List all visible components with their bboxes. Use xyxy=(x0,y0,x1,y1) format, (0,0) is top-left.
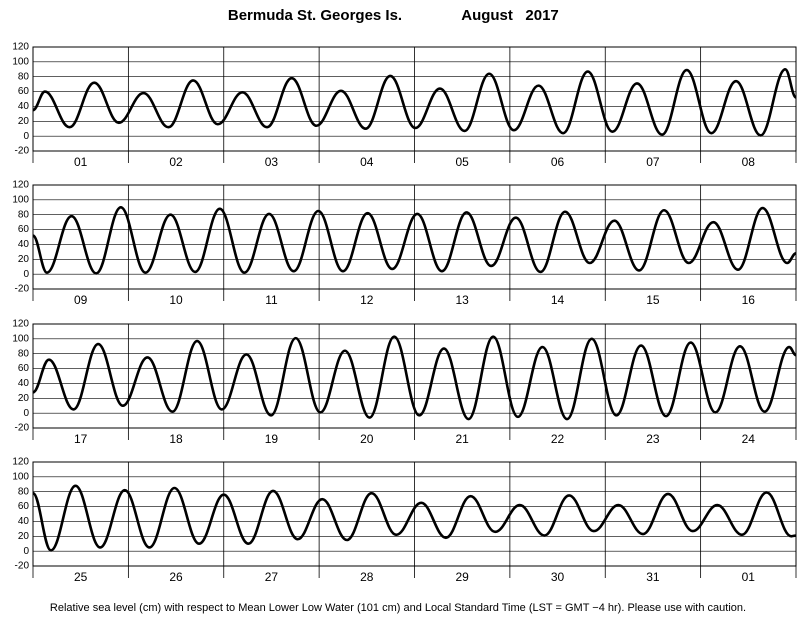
plot-frame xyxy=(32,46,797,152)
day-label: 15 xyxy=(646,293,660,307)
day-label: 01 xyxy=(74,155,88,169)
y-tick-label: 80 xyxy=(18,348,30,359)
y-tick-label: 100 xyxy=(12,333,29,344)
y-tick-label: 20 xyxy=(18,116,30,127)
y-tick-label: -20 xyxy=(15,423,30,434)
y-tick-label: 0 xyxy=(23,131,29,142)
day-label: 29 xyxy=(456,570,470,584)
tide-line xyxy=(32,335,797,421)
y-tick-label: 20 xyxy=(18,254,30,265)
plot-frame xyxy=(32,461,797,567)
day-label: 08 xyxy=(742,155,756,169)
y-tick-label: 40 xyxy=(18,101,30,112)
plot-frame xyxy=(32,184,797,290)
day-label: 10 xyxy=(169,293,183,307)
day-label: 05 xyxy=(456,155,470,169)
y-tick-label: -20 xyxy=(15,146,30,157)
y-tick-label: 20 xyxy=(18,531,30,542)
day-label: 18 xyxy=(169,432,183,446)
day-label: 31 xyxy=(646,570,660,584)
y-tick-label: -20 xyxy=(15,284,30,295)
day-label: 30 xyxy=(551,570,565,584)
day-label: 09 xyxy=(74,293,88,307)
y-tick-label: 120 xyxy=(12,319,29,330)
day-label: 16 xyxy=(742,293,756,307)
y-tick-label: 80 xyxy=(18,486,30,497)
day-label: 03 xyxy=(265,155,279,169)
y-tick-label: 40 xyxy=(18,378,30,389)
footnote: Relative sea level (cm) with respect to … xyxy=(50,602,746,614)
day-label: 06 xyxy=(551,155,565,169)
y-tick-label: 80 xyxy=(18,209,30,220)
day-label: 13 xyxy=(456,293,470,307)
y-tick-label: 120 xyxy=(12,180,29,191)
day-label: 28 xyxy=(360,570,374,584)
y-tick-label: 0 xyxy=(23,269,29,280)
day-label: 04 xyxy=(360,155,374,169)
day-label: 27 xyxy=(265,570,279,584)
y-tick-label: 40 xyxy=(18,516,30,527)
day-label: 24 xyxy=(742,432,756,446)
y-tick-label: 40 xyxy=(18,239,30,250)
day-label: 23 xyxy=(646,432,660,446)
y-tick-label: 100 xyxy=(12,56,29,67)
day-label: 19 xyxy=(265,432,279,446)
y-tick-label: 80 xyxy=(18,71,30,82)
y-tick-label: 20 xyxy=(18,393,30,404)
day-label: 01 xyxy=(742,570,756,584)
day-label: 17 xyxy=(74,432,88,446)
day-label: 25 xyxy=(74,570,88,584)
day-label: 07 xyxy=(646,155,660,169)
y-tick-label: 120 xyxy=(12,42,29,53)
plot-frame xyxy=(32,323,797,429)
y-tick-label: 60 xyxy=(18,501,30,512)
day-label: 20 xyxy=(360,432,374,446)
day-label: 21 xyxy=(456,432,470,446)
tide-line xyxy=(31,205,797,275)
day-label: 22 xyxy=(551,432,565,446)
y-tick-label: 0 xyxy=(23,546,29,557)
y-tick-label: 60 xyxy=(18,363,30,374)
chart-title: Bermuda St. Georges Is. xyxy=(228,7,402,24)
y-tick-label: 60 xyxy=(18,224,30,235)
day-label: 26 xyxy=(169,570,183,584)
y-tick-label: 60 xyxy=(18,86,30,97)
y-tick-label: 120 xyxy=(12,457,29,468)
tide-line xyxy=(31,484,797,552)
y-tick-label: 0 xyxy=(23,408,29,419)
day-label: 14 xyxy=(551,293,565,307)
chart-date: August 2017 xyxy=(461,7,559,24)
y-tick-label: 100 xyxy=(12,194,29,205)
y-tick-label: 100 xyxy=(12,471,29,482)
tide-line xyxy=(32,67,798,137)
day-label: 02 xyxy=(169,155,183,169)
day-label: 11 xyxy=(265,293,278,307)
y-tick-label: -20 xyxy=(15,561,30,572)
day-label: 12 xyxy=(360,293,374,307)
